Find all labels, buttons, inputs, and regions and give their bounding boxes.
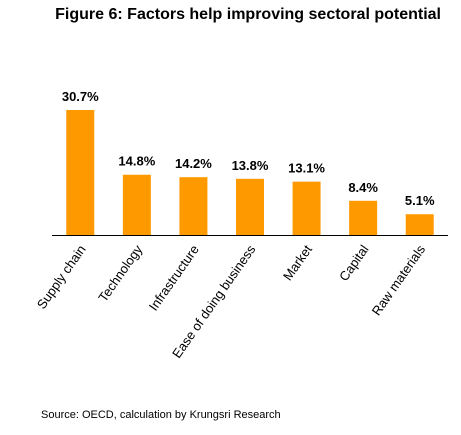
category-label-2: Infrastructure xyxy=(146,242,202,313)
category-label-5: Capital xyxy=(336,242,372,284)
data-label-3: 13.8% xyxy=(232,158,269,173)
bars-group xyxy=(66,110,434,235)
bar-6 xyxy=(405,214,434,235)
data-label-2: 14.2% xyxy=(175,156,212,171)
bar-4 xyxy=(292,181,321,235)
bar-2 xyxy=(179,177,208,235)
bar-chart: 30.7% 14.8% 14.2% 13.8% 13.1% 8.4% 5.1% Supply… xyxy=(34,89,448,361)
data-label-1: 14.8% xyxy=(118,154,155,169)
source-note: Source: OECD, calculation by Krungsri Re… xyxy=(41,409,281,421)
bar-5 xyxy=(349,200,378,235)
data-label-5: 8.4% xyxy=(348,180,378,195)
category-labels-group: Supply chain Technology InfrastructureEase… xyxy=(34,242,429,361)
data-label-4: 13.1% xyxy=(288,161,325,176)
data-labels-group: 30.7% 14.8% 14.2% 13.8% 13.1% 8.4% 5.1% xyxy=(62,89,435,208)
category-label-4: Market xyxy=(280,242,315,283)
chart-title: Figure 6: Factors help improving sectora… xyxy=(55,6,441,23)
category-label-6: Raw materials xyxy=(369,242,429,318)
category-label-1: Technology xyxy=(95,242,145,305)
data-label-0: 30.7% xyxy=(62,89,99,104)
bar-3 xyxy=(236,178,264,235)
bar-1 xyxy=(122,174,151,235)
data-label-6: 5.1% xyxy=(405,193,435,208)
category-label-0: Supply chain xyxy=(34,242,89,312)
bar-0 xyxy=(66,110,95,235)
